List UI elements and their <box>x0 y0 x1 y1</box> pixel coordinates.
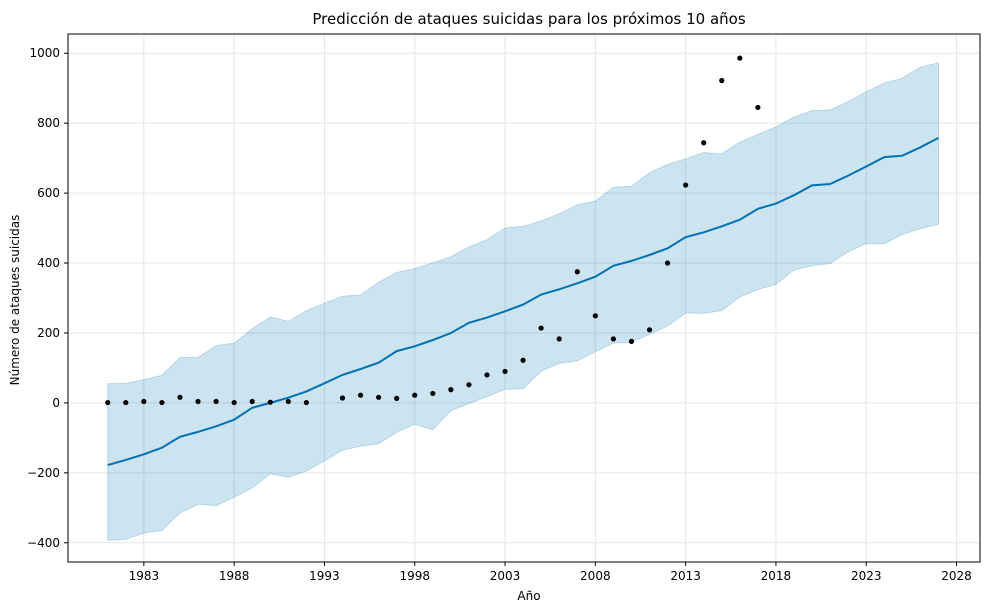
x-tick-label: 1993 <box>309 569 340 583</box>
chart-title: Predicción de ataques suicidas para los … <box>312 10 745 28</box>
observed-point <box>448 387 454 393</box>
observed-point <box>484 372 490 378</box>
observed-point <box>430 390 436 397</box>
observed-point <box>303 399 309 406</box>
observed-point <box>213 398 219 405</box>
y-tick-label: −400 <box>27 536 60 550</box>
x-tick-label: 2008 <box>580 569 611 583</box>
observed-point <box>159 399 165 406</box>
observed-point <box>141 398 147 405</box>
y-axis-ticks: −400 −200 0 200 400 600 800 1000 <box>27 46 68 550</box>
observed-point <box>195 398 201 405</box>
observed-point <box>538 325 544 331</box>
observed-point <box>592 313 598 319</box>
y-tick-label: 400 <box>37 256 60 270</box>
observed-point <box>610 336 616 342</box>
uncertainty-band <box>107 62 939 541</box>
x-tick-label: 2013 <box>670 569 701 583</box>
y-tick-label: 0 <box>52 396 60 410</box>
observed-point <box>339 395 346 401</box>
x-tick-label: 1983 <box>129 569 160 583</box>
y-tick-label: 600 <box>37 186 60 200</box>
plot-frame <box>67 33 981 563</box>
observed-point <box>231 399 237 406</box>
x-tick-label: 1998 <box>399 569 430 583</box>
x-tick-label: 2023 <box>851 569 882 583</box>
forecast-line <box>107 137 939 467</box>
observed-point <box>502 368 508 375</box>
observed-point <box>628 338 635 344</box>
forecast-line-group <box>107 137 939 467</box>
observed-point <box>646 327 653 333</box>
observed-point <box>357 392 364 398</box>
observed-point <box>123 399 129 406</box>
observed-point <box>719 77 725 84</box>
observed-point <box>701 140 707 146</box>
observed-point <box>664 260 671 266</box>
observed-point <box>755 104 761 111</box>
observed-point <box>394 395 400 401</box>
x-tick-label: 1988 <box>219 569 250 583</box>
observed-points <box>105 55 761 406</box>
x-axis-label: Año <box>517 589 540 603</box>
observed-point <box>466 382 472 388</box>
grid-lines <box>68 34 980 562</box>
uncertainty-interval <box>107 62 939 541</box>
observed-point <box>683 182 689 188</box>
x-tick-label: 2028 <box>941 569 972 583</box>
y-tick-label: −200 <box>27 466 60 480</box>
observed-point <box>177 394 183 400</box>
observed-point <box>105 399 111 406</box>
y-tick-label: 200 <box>37 326 60 340</box>
observed-point <box>376 394 382 400</box>
y-axis-label: Número de ataques suicidas <box>8 215 22 386</box>
x-tick-label: 2018 <box>761 569 792 583</box>
observed-point <box>556 336 562 342</box>
observed-point <box>267 399 273 405</box>
observed-point <box>285 398 291 405</box>
observed-point <box>412 392 418 398</box>
observed-point <box>737 55 743 61</box>
observed-point <box>574 269 580 275</box>
y-tick-label: 800 <box>37 116 60 130</box>
x-axis-ticks: 1983 1988 1993 1998 2003 2008 2013 2018 2023 2028 <box>129 562 972 583</box>
observed-point <box>249 398 255 405</box>
x-tick-label: 2003 <box>490 569 521 583</box>
y-tick-label: 1000 <box>29 46 60 60</box>
observed-point <box>520 357 526 363</box>
